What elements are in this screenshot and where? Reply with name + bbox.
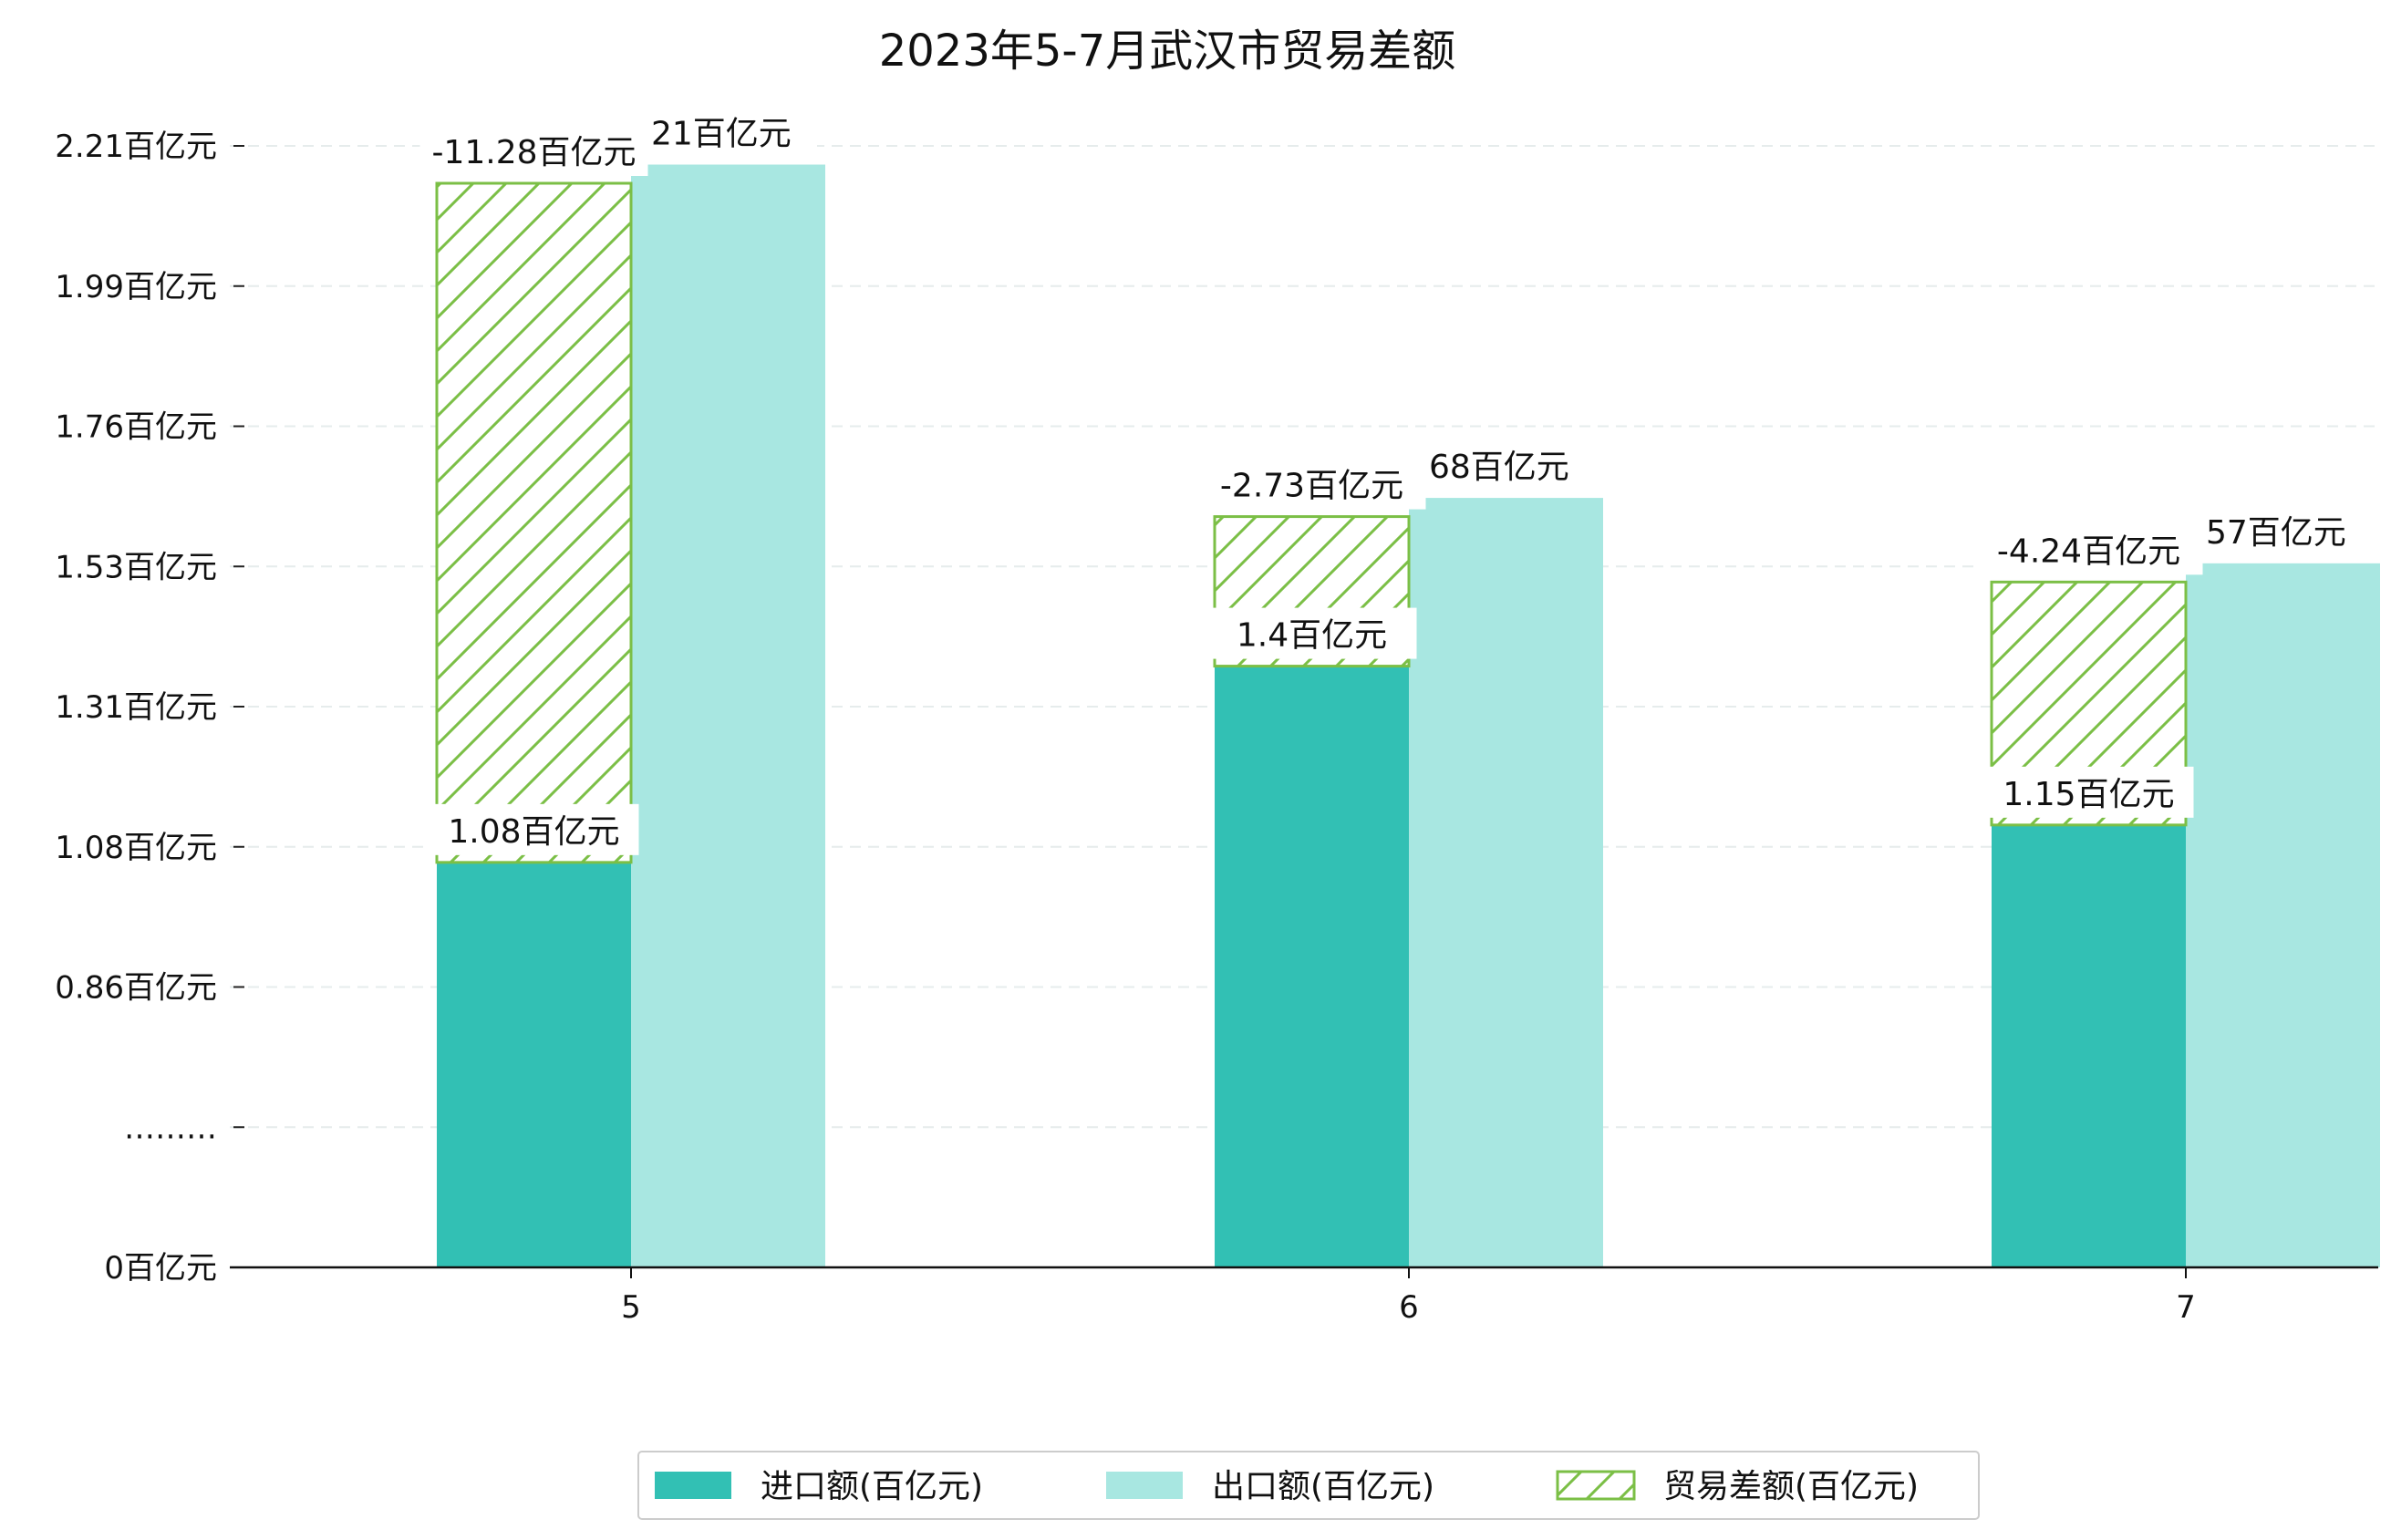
legend-label: 贸易差额(百亿元) xyxy=(1663,1468,1919,1505)
data-label-bg xyxy=(1197,458,1426,510)
legend-balance[interactable]: 贸易差额(百亿元) xyxy=(1556,1468,1919,1505)
data-label-text: 1.15百亿元 xyxy=(2003,776,2174,813)
data-label-text: 1.4百亿元 xyxy=(1237,617,1387,655)
x-tick-label: 5 xyxy=(621,1289,641,1326)
y-tick-label: 2.21百亿元 xyxy=(55,129,217,165)
y-tick-label: 1.31百亿元 xyxy=(55,689,217,726)
data-label: -4.24百亿元 xyxy=(1974,523,2203,575)
y-tick-label: 0百亿元 xyxy=(104,1250,217,1287)
legend-swatch xyxy=(1556,1470,1636,1501)
legend-import[interactable]: 进口额(百亿元) xyxy=(655,1468,983,1505)
data-label: -2.73百亿元 xyxy=(1197,458,1426,510)
data-label-bg xyxy=(1422,439,1595,491)
data-label: -11.28百亿元 xyxy=(419,125,648,176)
data-label-bg xyxy=(419,125,648,176)
axes: 0百亿元 ……… 0.86百亿元 1.08百亿元 1.31百亿元 1.53百亿元 1.76百… xyxy=(55,129,2378,1326)
bar-import xyxy=(437,862,631,1267)
bar-import xyxy=(1215,666,1409,1267)
data-label-bg xyxy=(1206,607,1417,659)
y-tick-label: 1.76百亿元 xyxy=(55,409,217,446)
legend[interactable]: 进口额(百亿元) 出口额(百亿元) 贸易差额(百亿元) xyxy=(637,1451,1980,1520)
data-labels: 1.08百亿元 -11.28百亿元 21百亿元 1.4百亿元 -2.73百亿元 68百亿元… xyxy=(419,106,2372,855)
data-label: 21百亿元 xyxy=(644,106,817,158)
data-label-text: 1.08百亿元 xyxy=(448,813,619,851)
data-label-bg xyxy=(644,106,817,158)
data-label: 57百亿元 xyxy=(2199,504,2372,556)
data-label-bg xyxy=(429,803,639,855)
y-tick-label: 0.86百亿元 xyxy=(55,970,217,1007)
y-tick-label: 1.08百亿元 xyxy=(55,830,217,866)
legend-frame xyxy=(637,1451,1980,1520)
chart-title: 2023年5-7月武汉市贸易差额 xyxy=(879,26,1456,77)
legend-label: 出口额(百亿元) xyxy=(1212,1468,1434,1505)
bars xyxy=(435,164,2380,1267)
bar-export xyxy=(2186,563,2380,1267)
data-label: 1.15百亿元 xyxy=(1983,766,2194,818)
legend-swatch xyxy=(1106,1472,1183,1499)
legend-swatch xyxy=(655,1472,731,1499)
bar-balance xyxy=(435,181,633,864)
data-label-bg xyxy=(2199,504,2372,556)
bar-export xyxy=(631,164,825,1267)
bar-import xyxy=(1992,824,2186,1267)
data-label-text: 21百亿元 xyxy=(651,116,792,153)
y-tick-label: 1.99百亿元 xyxy=(55,269,217,305)
data-label-text: -11.28百亿元 xyxy=(431,134,636,171)
data-label: 68百亿元 xyxy=(1422,439,1595,491)
data-label-text: 57百亿元 xyxy=(2206,514,2346,552)
data-label-text: -4.24百亿元 xyxy=(1997,532,2180,570)
data-label-bg xyxy=(1974,523,2203,575)
y-tick-label: 1.53百亿元 xyxy=(55,549,217,585)
legend-export[interactable]: 出口额(百亿元) xyxy=(1106,1468,1434,1505)
legend-label: 进口额(百亿元) xyxy=(761,1468,983,1505)
bar-export xyxy=(1409,498,1603,1267)
x-tick-label: 6 xyxy=(1399,1289,1419,1326)
data-label-bg xyxy=(1983,766,2194,818)
data-label-text: -2.73百亿元 xyxy=(1220,468,1403,505)
data-label-text: 68百亿元 xyxy=(1429,449,1569,486)
data-label: 1.08百亿元 xyxy=(429,803,639,855)
data-label: 1.4百亿元 xyxy=(1206,607,1417,659)
x-tick-label: 7 xyxy=(2176,1289,2196,1326)
y-tick-label: ……… xyxy=(124,1110,217,1146)
